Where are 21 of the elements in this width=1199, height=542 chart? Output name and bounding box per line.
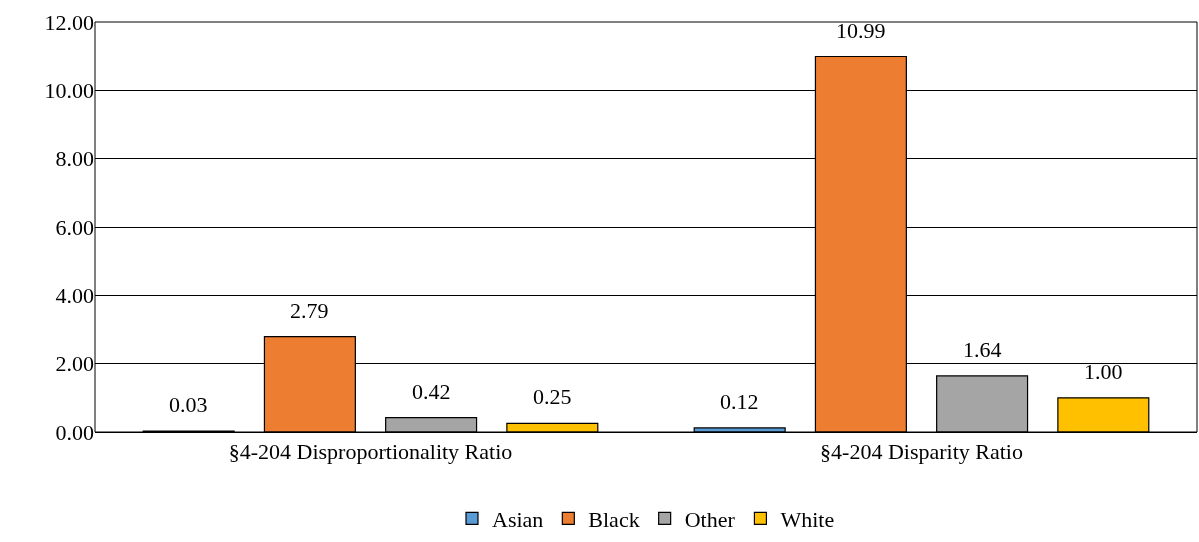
y-tick-label: 4.00	[55, 283, 94, 309]
y-tick-label: 10.00	[44, 78, 94, 104]
y-tick-label: 2.00	[55, 351, 94, 377]
data-label: 0.03	[169, 392, 208, 417]
y-tick-label: 8.00	[55, 146, 94, 172]
legend-label: Other	[684, 506, 736, 532]
legend-label: Black	[588, 506, 640, 532]
data-label: 2.79	[290, 298, 329, 323]
data-label: 0.12	[720, 389, 759, 414]
legend-label: White	[780, 506, 835, 532]
y-tick-label: 12.00	[44, 9, 94, 35]
data-label: 10.99	[836, 18, 886, 43]
data-label: 1.00	[1084, 359, 1123, 384]
x-tick-label: §4-204 Disproportionality Ratio	[228, 439, 513, 465]
y-tick-label: 6.00	[55, 214, 94, 240]
legend-label: Asian	[492, 506, 544, 532]
x-tick-label: §4-204 Disparity Ratio	[820, 439, 1023, 465]
data-label: 0.42	[412, 379, 451, 404]
y-tick-label: 0.00	[55, 419, 94, 445]
data-label: 1.64	[963, 337, 1002, 362]
data-label: 0.25	[533, 384, 572, 409]
